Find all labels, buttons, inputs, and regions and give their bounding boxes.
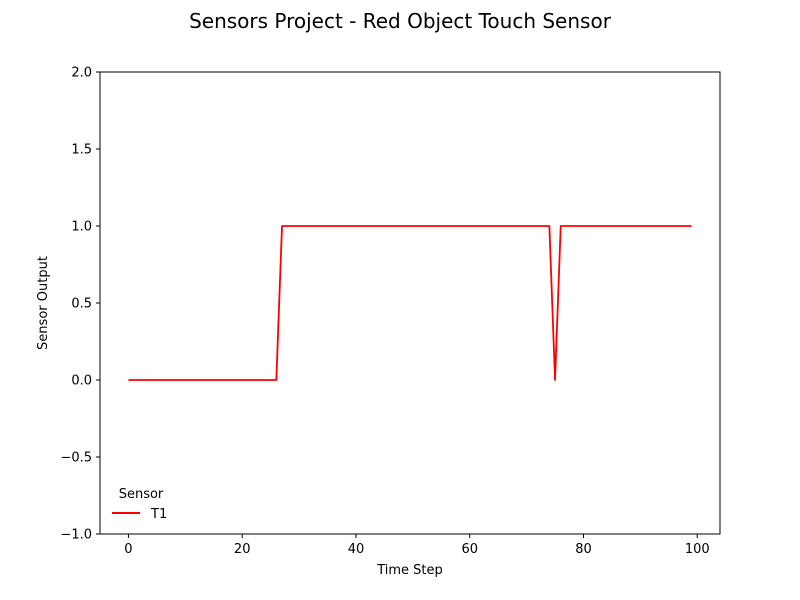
y-tick-label: 0.0	[71, 374, 92, 389]
y-tick-label: 2.0	[71, 66, 92, 81]
y-tick-label: −1.0	[60, 528, 92, 543]
x-tick-label: 100	[685, 542, 710, 557]
x-tick-label: 80	[575, 542, 592, 557]
x-axis: 0 20 40 60 80 100	[124, 534, 710, 557]
y-axis: −1.0 −0.5 0.0 0.5 1.0 1.5 2.0	[60, 66, 100, 543]
x-tick-label: 0	[124, 542, 132, 557]
x-tick-label: 40	[348, 542, 365, 557]
x-tick-label: 60	[461, 542, 478, 557]
legend-label-t1: T1	[150, 507, 167, 522]
y-tick-label: 1.0	[71, 220, 92, 235]
y-tick-label: −0.5	[60, 451, 92, 466]
legend: Sensor T1	[112, 487, 167, 522]
chart-title: Sensors Project - Red Object Touch Senso…	[189, 9, 612, 33]
plot-area	[99, 71, 721, 535]
series-layer	[128, 225, 692, 381]
y-axis-label: Sensor Output	[36, 256, 51, 350]
x-axis-label: Time Step	[376, 563, 443, 578]
legend-title: Sensor	[119, 487, 164, 502]
y-tick-label: 0.5	[71, 297, 92, 312]
x-tick-label: 20	[234, 542, 251, 557]
y-tick-label: 1.5	[71, 143, 92, 158]
series-line-t1	[128, 225, 692, 381]
